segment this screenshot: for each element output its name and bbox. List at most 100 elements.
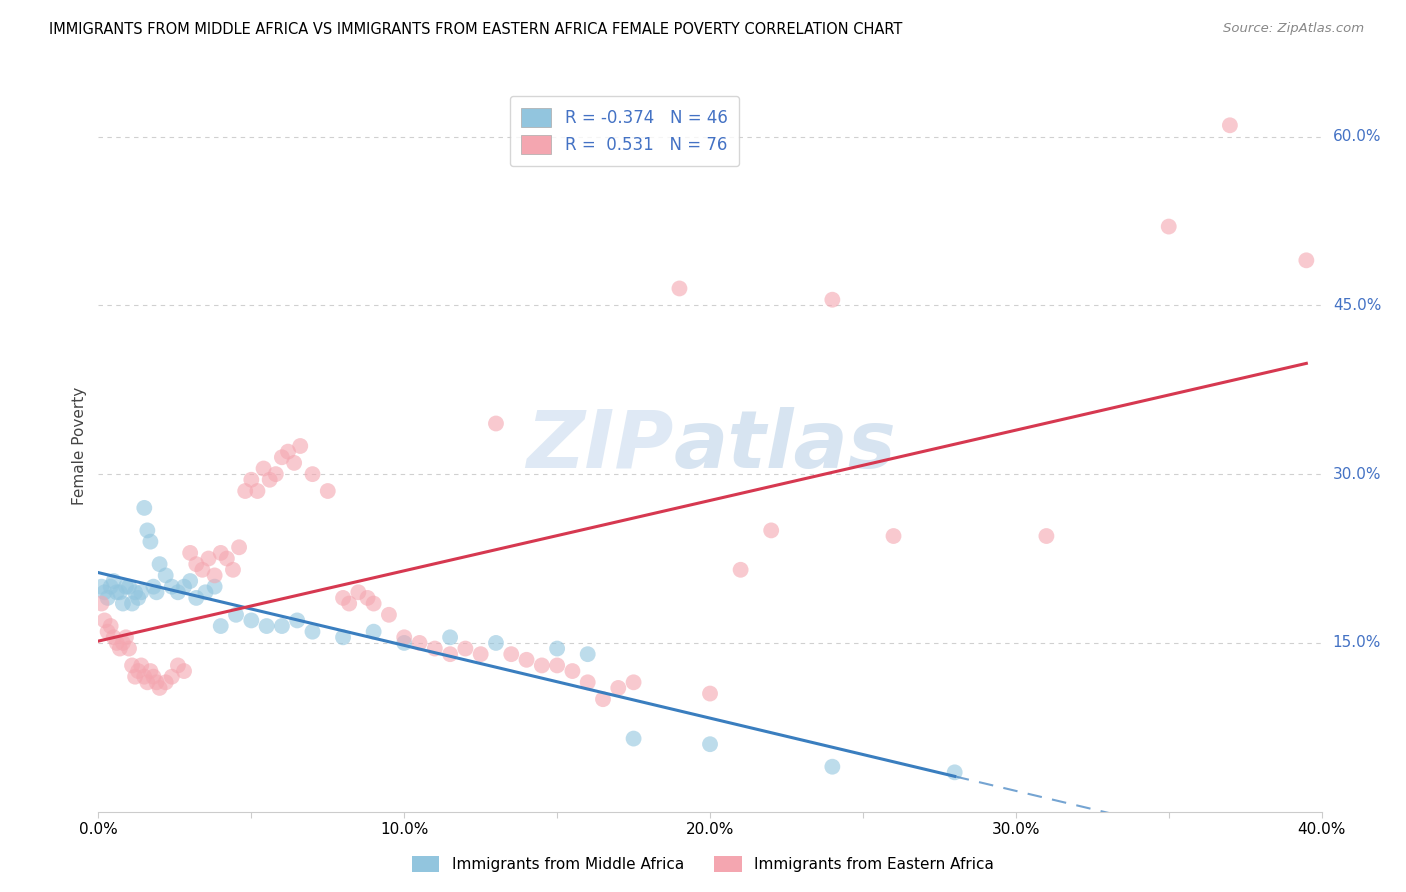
Point xyxy=(105,636,128,650)
Point xyxy=(194,585,217,599)
Point xyxy=(139,664,162,678)
Point xyxy=(228,541,250,555)
Point xyxy=(129,585,152,599)
Point xyxy=(546,641,568,656)
Point xyxy=(108,585,131,599)
Point xyxy=(167,585,190,599)
Text: 30.0%: 30.0% xyxy=(1333,467,1381,482)
Point xyxy=(439,647,461,661)
Legend: Immigrants from Middle Africa, Immigrants from Eastern Africa: Immigrants from Middle Africa, Immigrant… xyxy=(405,848,1001,880)
Point xyxy=(111,636,134,650)
Point xyxy=(423,641,446,656)
Point xyxy=(160,670,183,684)
Point xyxy=(530,658,553,673)
Point xyxy=(501,647,523,661)
Point xyxy=(285,614,308,628)
Point xyxy=(139,534,162,549)
Point xyxy=(136,675,159,690)
Point xyxy=(470,647,492,661)
Point xyxy=(115,580,138,594)
Point xyxy=(316,483,339,498)
Point xyxy=(363,597,385,611)
Point xyxy=(204,580,226,594)
Point xyxy=(668,281,690,295)
Point xyxy=(103,574,125,588)
Point xyxy=(277,444,299,458)
Point xyxy=(124,585,146,599)
Point xyxy=(121,658,143,673)
Point xyxy=(759,524,782,538)
Point xyxy=(576,675,599,690)
Point xyxy=(392,630,416,644)
Point xyxy=(197,551,219,566)
Point xyxy=(145,675,167,690)
Point xyxy=(100,580,122,594)
Point xyxy=(356,591,378,605)
Text: 15.0%: 15.0% xyxy=(1333,635,1381,650)
Point xyxy=(97,591,120,605)
Point xyxy=(142,580,165,594)
Point xyxy=(454,641,477,656)
Point xyxy=(127,591,149,605)
Point xyxy=(209,619,232,633)
Point xyxy=(301,467,323,482)
Point xyxy=(332,630,354,644)
Point xyxy=(332,591,354,605)
Point xyxy=(240,473,263,487)
Point xyxy=(149,557,172,571)
Point xyxy=(623,675,645,690)
Point xyxy=(209,546,232,560)
Point xyxy=(270,619,292,633)
Point xyxy=(1157,219,1180,234)
Point xyxy=(103,630,125,644)
Point xyxy=(378,607,401,622)
Point xyxy=(283,456,305,470)
Point xyxy=(173,664,195,678)
Point xyxy=(392,636,416,650)
Point xyxy=(93,585,115,599)
Point xyxy=(1035,529,1057,543)
Point xyxy=(561,664,583,678)
Point xyxy=(821,760,844,774)
Text: Source: ZipAtlas.com: Source: ZipAtlas.com xyxy=(1223,22,1364,36)
Point xyxy=(204,568,226,582)
Point xyxy=(439,630,461,644)
Point xyxy=(215,551,238,566)
Point xyxy=(186,557,208,571)
Point xyxy=(155,568,177,582)
Point xyxy=(301,624,323,639)
Point xyxy=(90,580,112,594)
Point xyxy=(408,636,430,650)
Text: ZIP: ZIP xyxy=(526,407,673,485)
Point xyxy=(290,439,312,453)
Point xyxy=(127,664,149,678)
Point xyxy=(730,563,752,577)
Point xyxy=(1219,118,1241,132)
Point xyxy=(337,597,360,611)
Point xyxy=(155,675,177,690)
Point xyxy=(485,636,508,650)
Point xyxy=(191,563,214,577)
Point xyxy=(186,591,208,605)
Text: 60.0%: 60.0% xyxy=(1333,129,1381,144)
Point xyxy=(943,765,966,780)
Point xyxy=(134,670,156,684)
Point xyxy=(821,293,844,307)
Legend: R = -0.374   N = 46, R =  0.531   N = 76: R = -0.374 N = 46, R = 0.531 N = 76 xyxy=(509,96,740,166)
Point xyxy=(607,681,630,695)
Point xyxy=(179,546,201,560)
Point xyxy=(129,658,152,673)
Y-axis label: Female Poverty: Female Poverty xyxy=(72,387,87,505)
Point xyxy=(259,473,281,487)
Point xyxy=(256,619,278,633)
Point xyxy=(264,467,287,482)
Text: atlas: atlas xyxy=(673,407,896,485)
Point xyxy=(136,524,159,538)
Point xyxy=(111,597,134,611)
Point xyxy=(699,737,721,751)
Point xyxy=(160,580,183,594)
Point xyxy=(485,417,508,431)
Point xyxy=(100,619,122,633)
Point xyxy=(118,580,141,594)
Text: 45.0%: 45.0% xyxy=(1333,298,1381,313)
